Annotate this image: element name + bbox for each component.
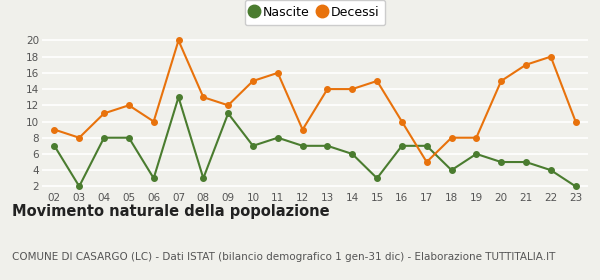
Text: COMUNE DI CASARGO (LC) - Dati ISTAT (bilancio demografico 1 gen-31 dic) - Elabor: COMUNE DI CASARGO (LC) - Dati ISTAT (bil… <box>12 252 556 262</box>
Legend: Nascite, Decessi: Nascite, Decessi <box>245 0 385 25</box>
Text: Movimento naturale della popolazione: Movimento naturale della popolazione <box>12 204 329 220</box>
